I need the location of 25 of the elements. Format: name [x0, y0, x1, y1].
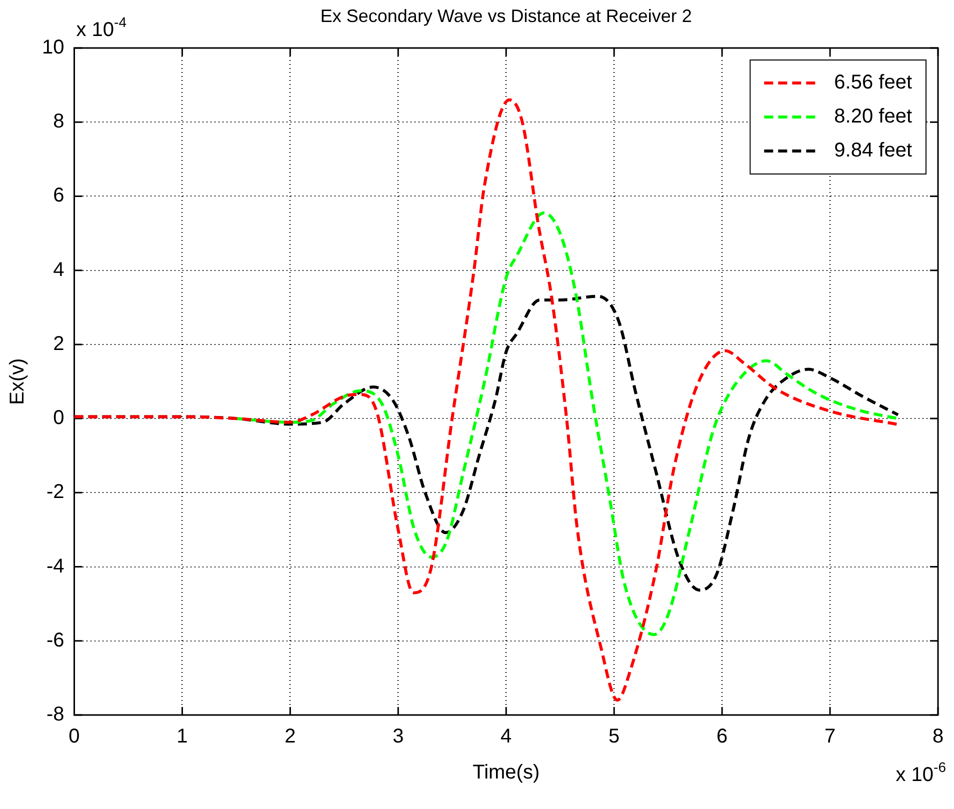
x-tick-label: 2 — [284, 726, 296, 748]
y-tick-label: -8 — [46, 704, 64, 726]
y-tick-label: 8 — [53, 110, 64, 133]
x-tick-label: 0 — [68, 726, 80, 748]
y-tick-label: 6 — [53, 184, 64, 207]
y-tick-label: -6 — [46, 629, 64, 652]
y-tick-label: -4 — [46, 555, 64, 578]
y-tick-label: 10 — [42, 36, 64, 59]
chart-title: Ex Secondary Wave vs Distance at Receiver 2 — [320, 6, 692, 26]
x-tick-label: 3 — [392, 726, 404, 748]
legend-label: 9.84 feet — [834, 140, 912, 162]
y-tick-label: -2 — [46, 481, 64, 504]
x-tick-label: 1 — [176, 726, 188, 748]
y-tick-label: 0 — [53, 407, 64, 430]
x-tick-label: 4 — [500, 726, 512, 748]
x-tick-label: 8 — [932, 726, 944, 748]
y-tick-label: 2 — [53, 332, 64, 355]
x-tick-label: 5 — [608, 726, 620, 748]
x-axis-title: Time(s) — [472, 762, 540, 784]
legend-label: 8.20 feet — [834, 106, 912, 128]
y-axis-title: Ex(v) — [6, 358, 29, 405]
legend-label: 6.56 feet — [834, 72, 912, 94]
y-tick-label: 4 — [53, 258, 64, 281]
x-tick-label: 6 — [716, 726, 728, 748]
x-tick-label: 7 — [824, 726, 836, 748]
